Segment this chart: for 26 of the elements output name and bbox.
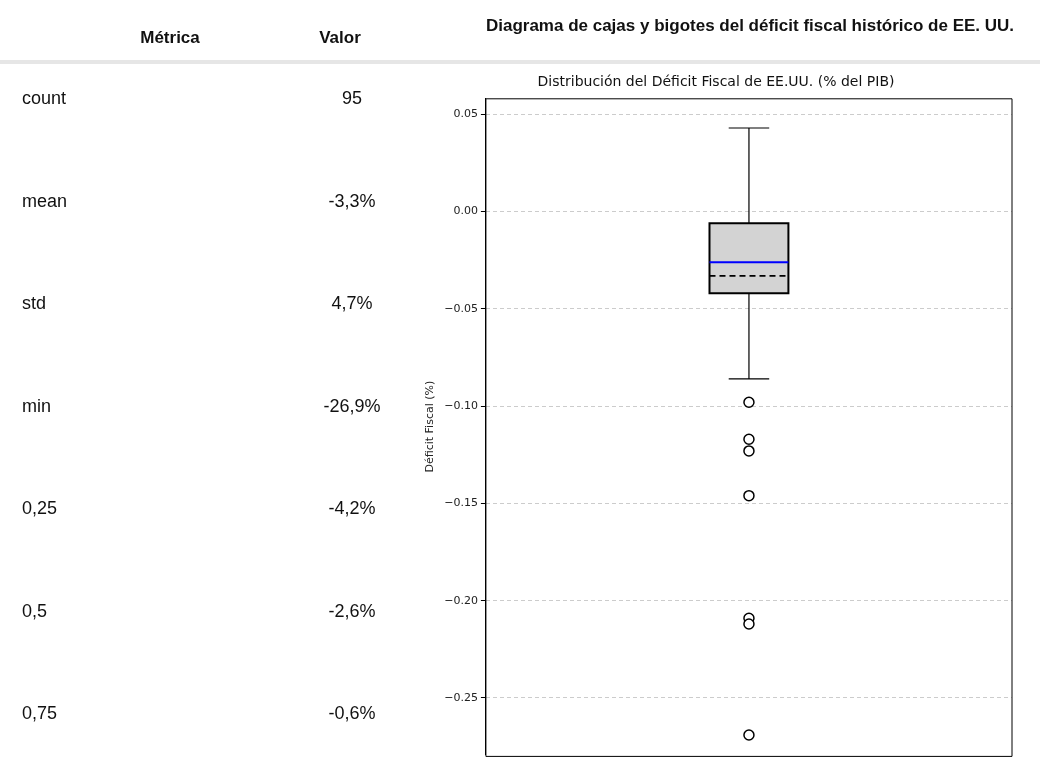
text: -26,9% <box>323 395 381 417</box>
text: -2,6% <box>328 600 376 622</box>
y-tick-label: −0.05 <box>444 301 478 315</box>
text: Valor <box>319 28 361 48</box>
y-tick-label: −0.10 <box>444 399 478 413</box>
text: 95 <box>341 88 363 109</box>
text: 0,75 <box>22 703 58 724</box>
y-tick-label: −0.15 <box>444 496 478 510</box>
text: std <box>22 293 47 314</box>
chart-subtitle: Distribución del Déficit Fiscal de EE.UU. (% del PIB) <box>537 73 895 90</box>
y-tick-label: −0.25 <box>444 690 478 704</box>
y-tick-label: −0.20 <box>444 593 478 607</box>
text: Métrica <box>140 28 200 48</box>
y-axis-title: Déficit Fiscal (%) <box>423 380 437 473</box>
text: -3,3% <box>328 190 376 212</box>
text: -0,6% <box>328 703 376 724</box>
text: 0,5 <box>22 600 48 622</box>
text: min <box>22 395 52 417</box>
text: 4,7% <box>331 293 373 314</box>
text: 0,25 <box>22 498 58 519</box>
text: count <box>22 88 67 109</box>
chart-title: Diagrama de cajas y bigotes del déficit fiscal histórico de EE. UU. <box>484 15 1016 37</box>
y-tick-label: 0.00 <box>453 204 478 218</box>
text: mean <box>22 190 68 212</box>
text: -4,2% <box>328 498 376 519</box>
y-tick-label: 0.05 <box>453 107 478 121</box>
